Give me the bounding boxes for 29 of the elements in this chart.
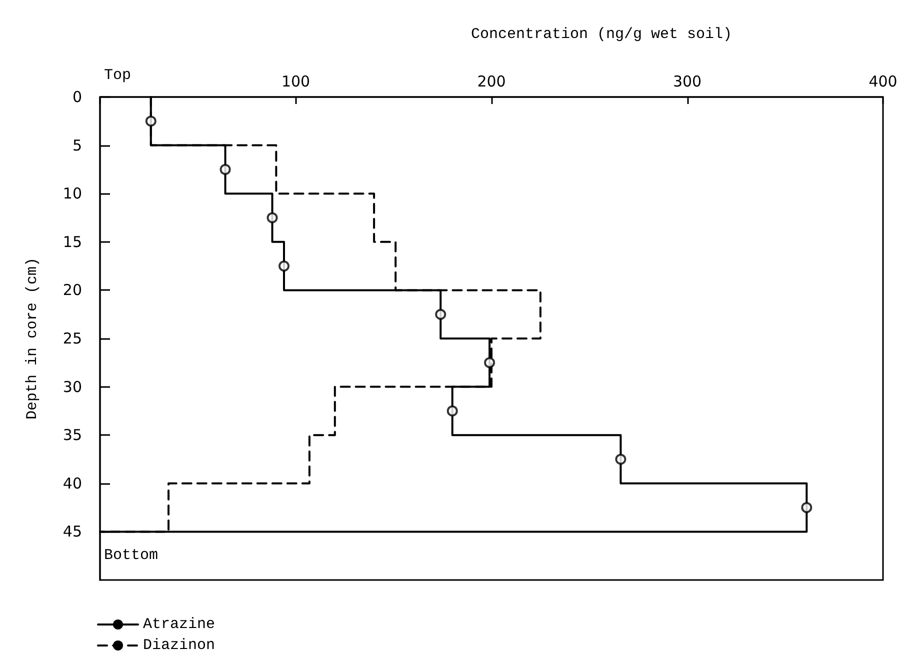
y-tick-label: 35 bbox=[62, 426, 82, 444]
point bbox=[484, 357, 496, 368]
x-tick-label: 400 bbox=[868, 72, 898, 90]
point bbox=[801, 502, 812, 514]
y-tick-label: 20 bbox=[62, 281, 82, 300]
text: Top bbox=[104, 67, 132, 84]
y-tick-label: 45 bbox=[62, 522, 82, 541]
y-tick-label: 5 bbox=[72, 136, 82, 154]
point bbox=[278, 260, 290, 272]
y-tick-label: 30 bbox=[62, 378, 82, 396]
annotation: Bottom bbox=[104, 547, 158, 564]
y-tick-label: 10 bbox=[62, 184, 82, 203]
point bbox=[446, 405, 458, 416]
point bbox=[266, 212, 278, 224]
y-tick-label: 0 bbox=[72, 88, 82, 106]
y-tick-label: 15 bbox=[62, 232, 82, 251]
point bbox=[220, 164, 231, 175]
y-axis-title: Depth in core (cm) bbox=[24, 257, 41, 420]
y-tick-label: 25 bbox=[62, 330, 82, 348]
legend-label: Atrazine bbox=[143, 616, 216, 633]
y-tick-label: 40 bbox=[62, 474, 82, 492]
x-tick-label: 200 bbox=[477, 72, 506, 90]
x-tick-label: 100 bbox=[281, 72, 310, 90]
point bbox=[615, 454, 626, 465]
point bbox=[435, 308, 446, 320]
x-axis-title: Concentration (ng/g wet soil) bbox=[470, 26, 732, 43]
x-tick-label: 300 bbox=[672, 72, 702, 90]
legend-label: Diazinon bbox=[143, 637, 216, 654]
point bbox=[145, 116, 156, 127]
